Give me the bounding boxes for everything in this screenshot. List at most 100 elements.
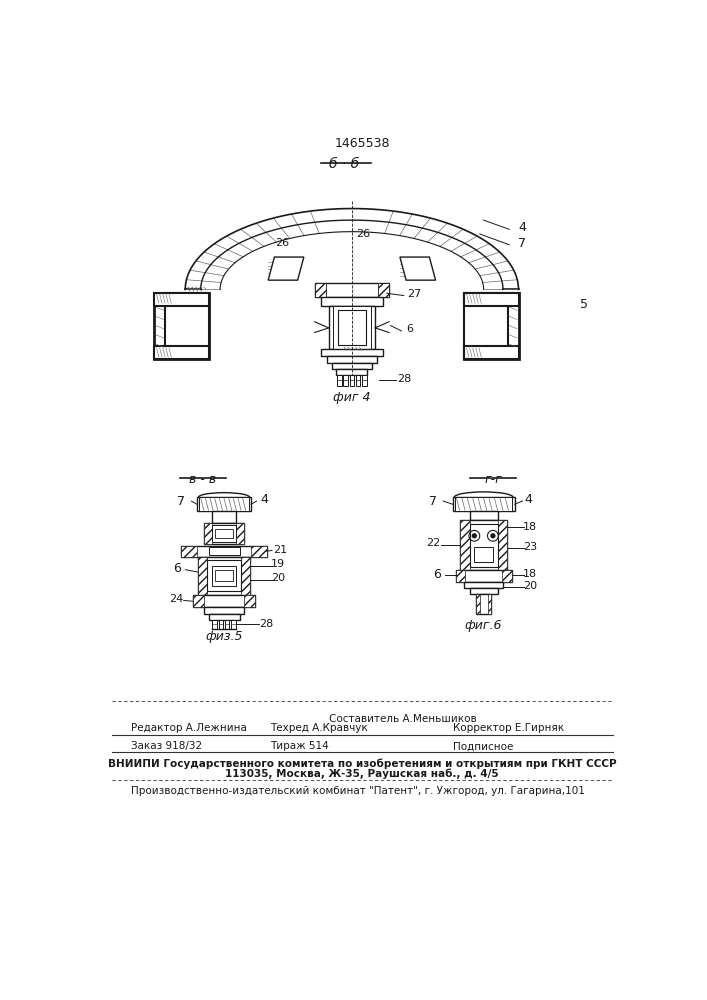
Bar (211, 566, 236, 586)
Text: 18: 18 (523, 522, 537, 532)
Bar (182, 546, 197, 557)
Bar (218, 620, 223, 629)
Text: в - в: в - в (189, 473, 217, 486)
Bar (332, 363, 372, 369)
Text: б · б: б · б (329, 157, 359, 171)
Text: 7: 7 (429, 495, 437, 508)
Bar (241, 557, 250, 595)
Polygon shape (268, 257, 304, 280)
Text: 22: 22 (426, 538, 440, 548)
Text: Составитель А.Меньшиков: Составитель А.Меньшиков (329, 714, 477, 724)
Text: 6: 6 (173, 562, 182, 575)
Bar (209, 614, 240, 620)
Text: 113035, Москва, Ж-35, Раушская наб., д. 4/5: 113035, Москва, Ж-35, Раушская наб., д. … (225, 768, 498, 779)
Bar (154, 346, 209, 359)
Text: 6: 6 (433, 568, 441, 581)
Bar (460, 520, 469, 570)
Text: Редактор А.Лежнина: Редактор А.Лежнина (131, 723, 247, 733)
Bar (165, 293, 209, 359)
Text: 19: 19 (271, 559, 286, 569)
Bar (215, 570, 233, 581)
Text: 20: 20 (523, 581, 537, 591)
Text: фиг.6: фиг.6 (465, 619, 503, 632)
Bar (204, 607, 244, 614)
Text: 20: 20 (271, 573, 286, 583)
Bar (469, 524, 498, 567)
Bar (456, 570, 512, 582)
Bar (212, 620, 217, 629)
Text: 26: 26 (275, 238, 289, 248)
Text: 18: 18 (523, 569, 537, 579)
Text: 26: 26 (356, 229, 370, 239)
Bar (356, 375, 361, 386)
Text: 4: 4 (518, 221, 526, 234)
Bar (321, 297, 383, 306)
Text: Тираж 514: Тираж 514 (271, 741, 329, 751)
Bar (464, 293, 508, 359)
Text: 1465538: 1465538 (334, 137, 390, 150)
Bar (212, 511, 235, 523)
Text: 6: 6 (407, 324, 414, 334)
Bar (321, 349, 383, 356)
Text: 27: 27 (407, 289, 421, 299)
Text: Техред А.Кравчук: Техред А.Кравчук (271, 723, 368, 733)
Text: Корректор Е.Гирняк: Корректор Е.Гирняк (452, 723, 563, 733)
Bar (456, 570, 465, 582)
Bar (338, 310, 366, 345)
Text: 4: 4 (260, 493, 268, 506)
Bar (251, 546, 267, 557)
Bar (474, 547, 493, 562)
Bar (464, 582, 503, 588)
Bar (460, 520, 507, 570)
Bar (476, 594, 491, 614)
Text: 28: 28 (397, 374, 411, 384)
Bar (315, 283, 389, 297)
Circle shape (472, 534, 477, 538)
Bar (193, 595, 204, 607)
Bar (199, 497, 249, 511)
Text: 7: 7 (177, 495, 185, 508)
Text: г-г: г-г (484, 473, 502, 486)
Text: 7: 7 (518, 237, 527, 250)
Text: Заказ 918/32: Заказ 918/32 (131, 741, 202, 751)
Bar (327, 356, 377, 363)
Text: фиг 4: фиг 4 (333, 391, 370, 404)
Bar (315, 283, 327, 297)
Circle shape (491, 534, 495, 538)
Bar (204, 523, 244, 544)
Bar (378, 283, 389, 297)
Text: 21: 21 (273, 545, 287, 555)
Bar (476, 594, 480, 614)
Text: 24: 24 (169, 594, 183, 604)
Bar (332, 306, 371, 349)
Bar (198, 557, 250, 595)
Text: 28: 28 (259, 619, 274, 629)
Bar (502, 570, 512, 582)
Text: ВНИИПИ Государственного комитета по изобретениям и открытиям при ГКНТ СССР: ВНИИПИ Государственного комитета по изоб… (107, 758, 617, 769)
Bar (469, 588, 498, 594)
Bar (225, 620, 230, 629)
Bar (362, 375, 367, 386)
Bar (498, 520, 507, 570)
Text: физ.5: физ.5 (205, 630, 243, 643)
Bar (154, 293, 209, 306)
Bar (154, 293, 209, 359)
Polygon shape (400, 257, 436, 280)
Text: 5: 5 (580, 298, 588, 311)
Bar (182, 546, 267, 557)
Bar (209, 547, 240, 555)
Bar (193, 595, 255, 607)
Bar (198, 557, 207, 595)
Bar (455, 497, 513, 511)
Text: 4: 4 (525, 493, 532, 506)
Bar (464, 293, 518, 359)
Bar (470, 511, 498, 520)
Bar (244, 595, 255, 607)
Bar (344, 375, 348, 386)
Bar (337, 369, 368, 375)
Bar (349, 375, 354, 386)
Bar (464, 293, 518, 306)
Bar (197, 497, 251, 511)
Text: Подписное: Подписное (452, 741, 513, 751)
Bar (216, 529, 233, 538)
